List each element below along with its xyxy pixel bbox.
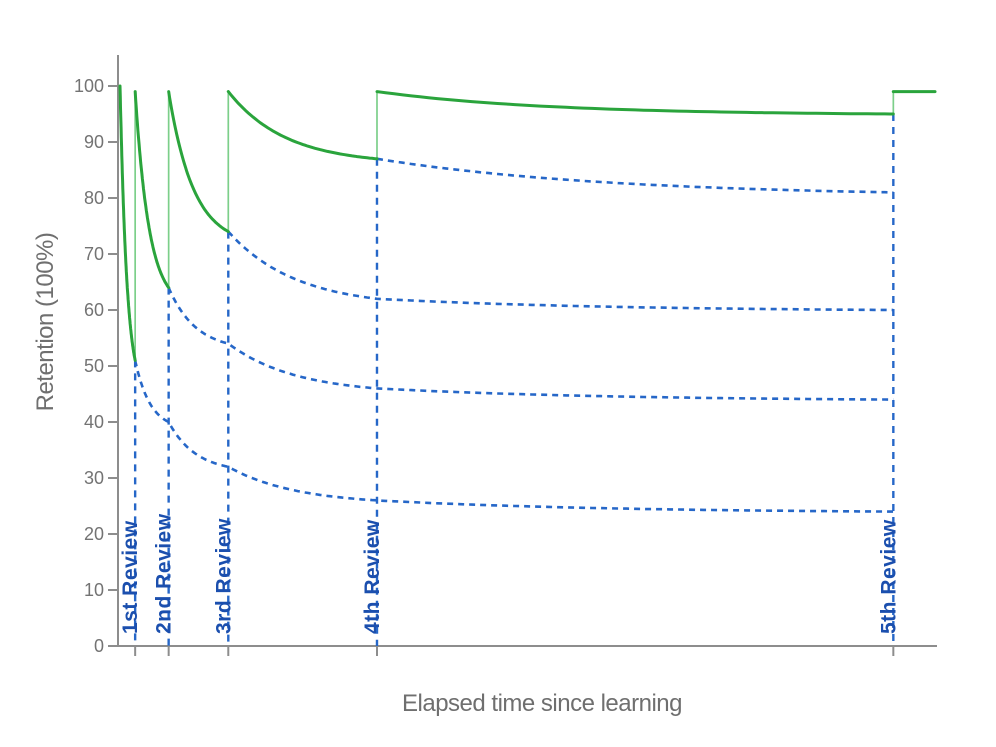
retention-curve-segment bbox=[133, 90, 171, 290]
review-label: 2nd Review bbox=[153, 513, 176, 634]
y-tick-label: 10 bbox=[84, 580, 104, 600]
y-tick-label: 0 bbox=[94, 636, 104, 656]
x-axis-title: Elapsed time since learning bbox=[402, 690, 683, 717]
forgetting-curve bbox=[167, 287, 894, 401]
retention-curve-segment bbox=[226, 90, 379, 161]
retention-curve-segment bbox=[375, 90, 895, 116]
y-tick-label: 100 bbox=[74, 76, 104, 96]
forgetting-curve bbox=[227, 230, 894, 312]
y-tick-label: 20 bbox=[84, 524, 104, 544]
y-tick-label: 30 bbox=[84, 468, 104, 488]
forgetting-curve bbox=[376, 157, 894, 194]
y-tick-label: 80 bbox=[84, 188, 104, 208]
y-tick-label: 90 bbox=[84, 132, 104, 152]
retention-curve-segment bbox=[167, 90, 230, 234]
y-axis-title: Retention (100%) bbox=[32, 232, 59, 412]
y-tick-label: 50 bbox=[84, 356, 104, 376]
review-label: 1st Review bbox=[119, 520, 142, 634]
y-tick-label: 60 bbox=[84, 300, 104, 320]
y-tick-label: 40 bbox=[84, 412, 104, 432]
review-label: 3rd Review bbox=[212, 518, 235, 634]
y-tick-label: 70 bbox=[84, 244, 104, 264]
review-label: 4th Review bbox=[361, 519, 384, 634]
retention-curve-segment bbox=[118, 84, 137, 362]
review-label: 5th Review bbox=[877, 519, 900, 634]
forgetting-curve bbox=[133, 360, 894, 513]
